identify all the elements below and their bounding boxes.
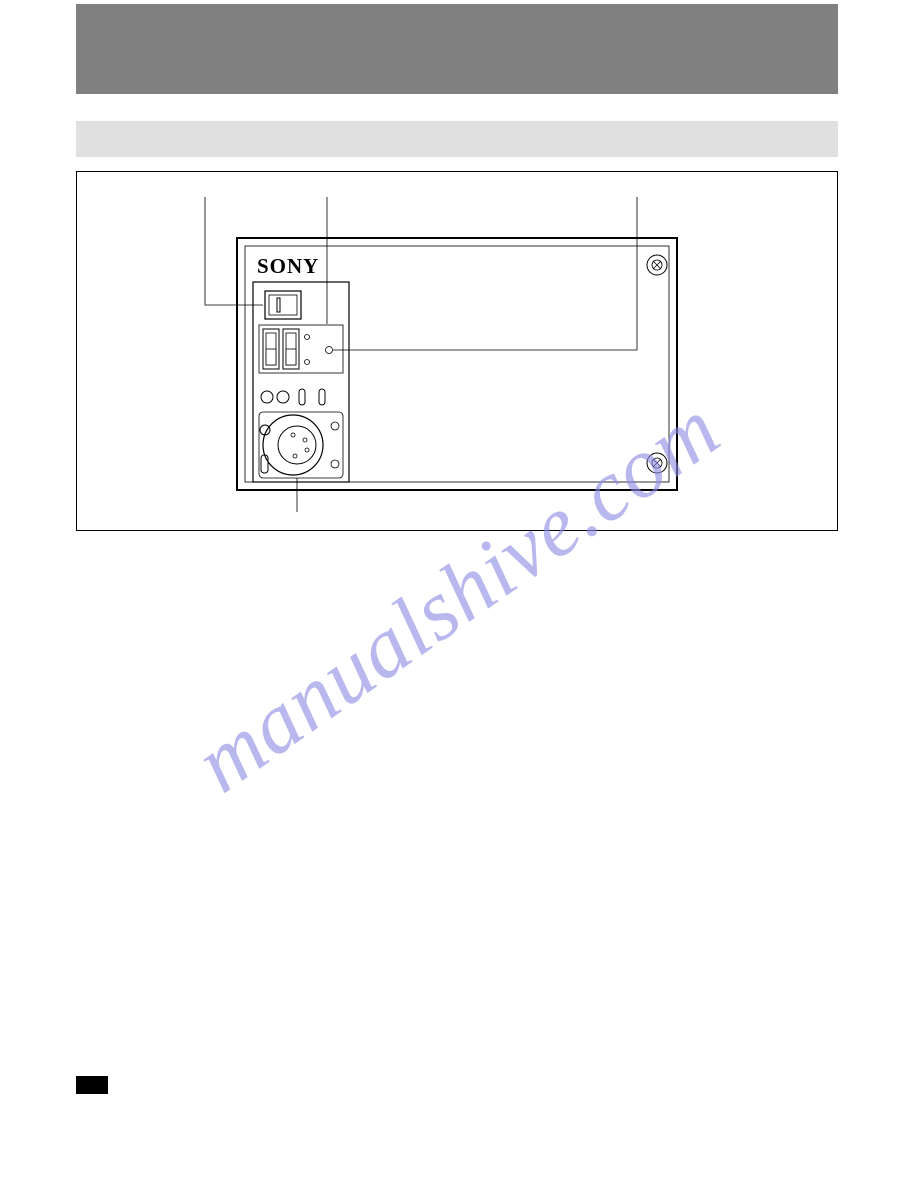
header-bar [76, 4, 838, 94]
page-number-box [76, 1076, 108, 1094]
brand-label: SONY [257, 254, 319, 279]
mid-controls [261, 389, 325, 405]
section-bar [76, 121, 838, 157]
corner-screw-top-right [647, 255, 667, 275]
power-switch [265, 291, 301, 319]
xlr-connector [259, 412, 343, 478]
diagram-frame: SONY [76, 171, 838, 531]
device-diagram [77, 172, 839, 532]
corner-screw-bottom-right [647, 453, 667, 473]
switch-group [259, 325, 343, 373]
